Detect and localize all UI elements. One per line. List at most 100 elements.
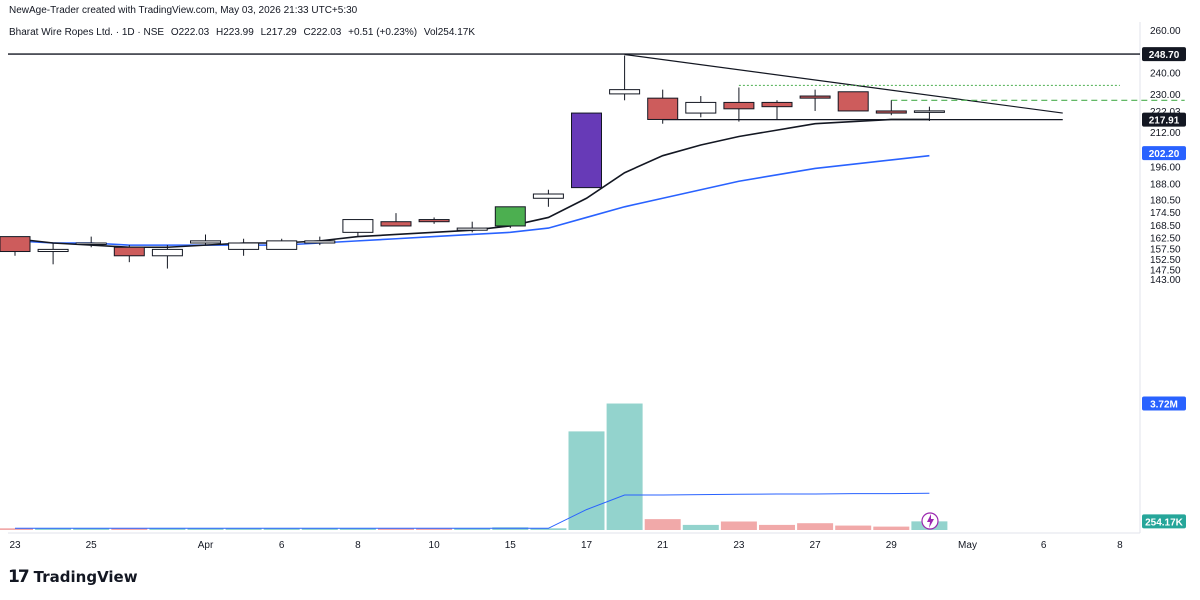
candle-body [75,242,107,245]
time-tick-label: 25 [86,540,98,551]
volume-bar [35,528,72,530]
volume-bar [530,528,567,530]
candle [609,55,641,101]
ohlc-close: C222.03 [303,27,342,38]
price-tick-label: 180.50 [1150,195,1181,206]
volume-bar [263,528,300,530]
volume-bar [682,524,719,530]
time-tick-label: 8 [1117,540,1123,551]
candle [75,236,107,248]
candle-body [723,101,755,110]
candle-body [837,91,869,112]
candle [875,100,907,116]
tradingview-brand: TradingView [33,568,138,586]
time-tick-label: 15 [505,540,517,551]
candle-body [151,248,183,257]
time-tick-label: 17 [581,540,593,551]
candle-body [380,221,412,227]
price-tag: 202.20 [1142,146,1186,161]
price-tick-label: 260.00 [1150,26,1181,37]
price-tick-label: 162.50 [1150,234,1181,245]
ohlc-volume: Vol254.17K [423,27,476,38]
candle [113,245,145,263]
candle-body [37,248,69,253]
candle-body [190,240,221,244]
candle [647,89,679,124]
volume-tag-bg [1142,396,1186,411]
candle [837,91,869,112]
volume-tag: 3.72M [1142,396,1186,411]
price-tag: 248.70 [1142,47,1186,62]
candle [913,106,945,121]
volume-bar [0,528,33,530]
candle [761,100,793,120]
time-tick-label: 23 [733,540,745,551]
price-tick-label: 222.03 [1150,107,1181,118]
price-tag-bg [1142,112,1186,127]
price-tick-label: 196.00 [1150,162,1181,173]
candle-body [0,236,31,253]
time-tick-label: Apr [198,540,214,551]
volume-bar [759,524,795,530]
candle [37,243,69,265]
candle [456,221,488,233]
ohlc-low: L217.29 [260,27,297,38]
candle-body [647,97,679,120]
ohlc-change: +0.51 (+0.23%) [348,27,418,38]
volume-bar [873,526,910,530]
volume-bar [149,527,186,530]
candle-body [113,246,145,257]
time-tick-label: 21 [657,540,669,551]
price-tick-label: 230.00 [1150,90,1181,101]
lightning-icon [921,512,939,530]
candle [494,206,526,229]
candle-body [609,89,641,95]
volume-bar [720,521,757,530]
candle-body [913,110,945,113]
candle-body [571,112,602,189]
candle [799,89,831,111]
candle [571,112,602,189]
price-tag-bg [1142,146,1186,161]
price-tag-label: 217.91 [1149,116,1180,127]
price-tick-label: 157.50 [1150,244,1181,255]
triangle-upper-trendline [624,53,1063,114]
chart-credit: NewAge-Trader created with TradingView.c… [9,5,358,16]
price-tag-bg [1142,47,1186,62]
volume-bar [416,528,453,530]
price-tick-label: 174.50 [1150,208,1181,219]
time-tick-label: 10 [429,540,441,551]
price-tag: 217.91 [1142,112,1186,127]
candle-body [228,242,260,250]
time-tick-label: May [958,540,977,551]
candle-body [494,206,526,227]
lightning-icon-bolt [927,514,934,528]
volume-bar [797,523,834,530]
volume-tag-bg [1142,514,1186,529]
time-tick-label: 29 [886,540,898,551]
candle [685,96,717,118]
candle [304,236,336,246]
price-tick-label: 188.00 [1150,179,1181,190]
candle [723,87,755,122]
candle [532,189,564,207]
price-tag-label: 202.20 [1149,149,1180,160]
candle-body [304,240,336,244]
candle [266,238,298,250]
time-tick-label: 23 [9,540,21,551]
symbol-name[interactable]: Bharat Wire Ropes Ltd. · 1D · NSE [9,27,165,38]
volume-bar [454,528,491,530]
candle [228,238,260,256]
volume-bar [225,528,262,530]
price-tick-label: 240.00 [1150,69,1181,80]
price-tick-label: 168.50 [1150,221,1181,232]
price-tick-label: 212.00 [1150,128,1181,139]
price-tick-label: 152.50 [1150,255,1181,266]
volume-bar [606,403,643,530]
price-tag-label: 248.70 [1149,50,1180,61]
candle-body [761,101,793,108]
tradingview-footer: 17 TradingView [8,565,138,589]
candle [151,245,183,269]
volume-tag: 254.17K [1142,514,1186,529]
